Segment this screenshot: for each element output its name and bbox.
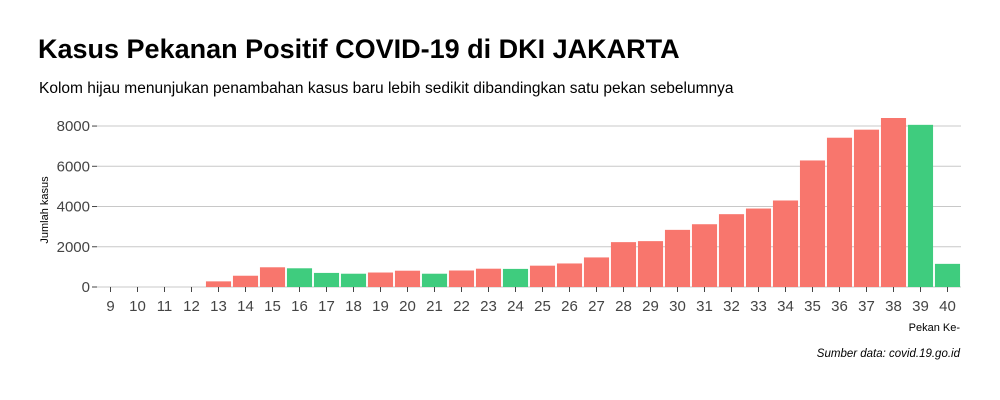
x-tick-label: 35 [804, 298, 821, 315]
x-tick-label: 12 [183, 298, 200, 315]
x-tick-label: 14 [237, 298, 254, 315]
bar-week-25 [529, 265, 556, 287]
bar-week-14 [232, 275, 259, 287]
bar-week-39 [907, 124, 934, 287]
x-tick-label: 29 [642, 298, 659, 315]
x-tick-label: 33 [750, 298, 767, 315]
x-tick-label: 15 [264, 298, 281, 315]
x-tick-label: 31 [696, 298, 713, 315]
x-axis-title: Pekan Ke- [909, 322, 961, 334]
bar-week-23 [475, 268, 502, 287]
x-tick-label: 32 [723, 298, 740, 315]
x-tick-label: 25 [534, 298, 551, 315]
chart-title: Kasus Pekanan Positif COVID-19 di DKI JA… [38, 34, 680, 64]
x-tick-label: 37 [858, 298, 875, 315]
bar-week-40 [934, 263, 961, 287]
x-axis-ticks: 9 10 11 12 13 14 15 16 17 18 19 20 21 22 23 24 25 26 27 28 2… [106, 287, 956, 315]
bar-week-26 [556, 263, 583, 287]
x-tick-label: 13 [210, 298, 227, 315]
bar-week-28 [610, 242, 637, 287]
x-tick-label: 39 [912, 298, 929, 315]
bar-week-21 [421, 273, 448, 287]
y-tick-label: 6000 [57, 158, 90, 175]
x-tick-label: 38 [885, 298, 902, 315]
bar-week-27 [583, 257, 610, 287]
bar-week-22 [448, 270, 475, 287]
x-tick-label: 27 [588, 298, 605, 315]
y-tick-label: 8000 [57, 118, 90, 135]
bar-week-29 [637, 241, 664, 287]
bar-week-19 [367, 272, 394, 287]
bar-week-33 [745, 208, 772, 287]
x-tick-label: 16 [291, 298, 308, 315]
x-tick-label: 20 [399, 298, 416, 315]
bar-week-18 [340, 273, 367, 287]
bar-week-17 [313, 272, 340, 287]
bar-week-35 [799, 160, 826, 287]
x-tick-label: 10 [129, 298, 146, 315]
x-tick-label: 11 [157, 298, 173, 315]
bar-week-36 [826, 137, 853, 287]
x-tick-label: 9 [106, 298, 114, 315]
chart-subtitle: Kolom hijau menunjukan penambahan kasus … [39, 80, 734, 97]
x-tick-label: 23 [480, 298, 497, 315]
x-tick-label: 18 [345, 298, 362, 315]
bar-week-31 [691, 224, 718, 287]
y-tick-label: 4000 [57, 199, 90, 216]
bar-week-30 [664, 229, 691, 287]
x-tick-label: 28 [615, 298, 632, 315]
x-tick-label: 24 [507, 298, 524, 315]
y-axis-title: Jumlah kasus [39, 176, 51, 244]
bar-week-15 [259, 267, 286, 287]
x-tick-label: 40 [939, 298, 956, 315]
bar-week-37 [853, 129, 880, 287]
bar-week-32 [718, 214, 745, 287]
x-tick-label: 34 [777, 298, 794, 315]
x-tick-label: 19 [372, 298, 389, 315]
bar-week-34 [772, 200, 799, 287]
y-tick-label: 2000 [57, 239, 90, 256]
y-tick-label: 0 [82, 279, 90, 296]
bar-week-20 [394, 270, 421, 287]
bar-week-16 [286, 268, 313, 287]
x-tick-label: 21 [426, 298, 443, 315]
x-tick-label: 17 [318, 298, 335, 315]
bar-week-24 [502, 268, 529, 287]
bars [205, 118, 961, 287]
x-tick-label: 22 [453, 298, 470, 315]
source-caption: Sumber data: covid.19.go.id [816, 348, 960, 360]
y-axis-ticks: 0 2000 4000 6000 8000 [57, 118, 97, 296]
bar-week-13 [205, 281, 232, 287]
bar-week-38 [880, 118, 907, 287]
x-tick-label: 30 [669, 298, 686, 315]
x-tick-label: 26 [561, 298, 578, 315]
x-tick-label: 36 [831, 298, 848, 315]
